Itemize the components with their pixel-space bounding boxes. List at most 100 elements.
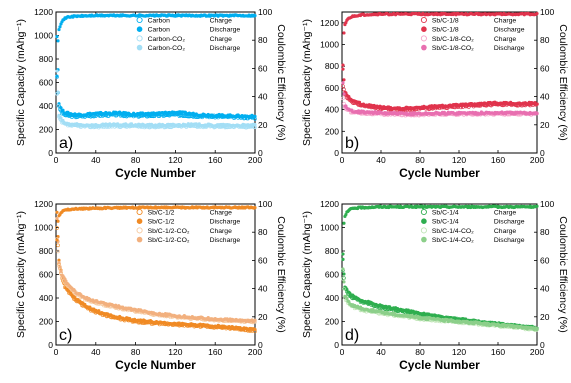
- marker-discharge: [341, 63, 345, 67]
- y-axis-title-right: Coulombic Efficiency (%): [557, 24, 569, 141]
- y-tick-label-right: 40: [258, 284, 268, 294]
- marker-ce: [342, 31, 346, 35]
- y-axis-title-right: Coulombic Efficiency (%): [275, 24, 287, 141]
- chart-panel-c: 0 40 80 120 160 20002004006008001000120002040…: [15, 199, 287, 372]
- marker-ce: [342, 221, 346, 225]
- legend-series-kind: Discharge: [494, 45, 525, 52]
- y-tick-label-right: 80: [540, 227, 550, 237]
- legend-marker: [136, 218, 143, 224]
- x-tick-label: 0: [340, 347, 345, 357]
- legend-series-name: Carbon-CO₂: [148, 36, 186, 43]
- x-axis-title: Cycle Number: [399, 166, 480, 180]
- legend-series-name: Sb/C-1/2-CO₂: [148, 237, 190, 244]
- legend-series-name: Sb/C-1/4-CO₂: [432, 237, 474, 244]
- legend-series-kind: Charge: [494, 17, 517, 24]
- legend-series-name: Sb/C-1/8: [432, 17, 459, 24]
- marker-discharge: [341, 257, 345, 261]
- marker-discharge: [59, 116, 63, 120]
- marker-discharge: [253, 123, 257, 127]
- legend-series-kind: Discharge: [494, 237, 525, 244]
- x-tick-label: 0: [54, 155, 59, 165]
- marker-ce: [341, 67, 345, 71]
- marker-discharge: [341, 81, 345, 85]
- y-axis-title-left: Specific Capacity (mAhg⁻¹): [301, 211, 313, 338]
- y-tick-label-right: 80: [258, 227, 268, 237]
- x-tick-label: 80: [131, 155, 141, 165]
- x-axis-title: Cycle Number: [115, 166, 196, 180]
- y-tick-label-left: 1000: [34, 223, 53, 233]
- y-tick-label-right: 60: [258, 63, 268, 73]
- marker-discharge: [535, 102, 539, 106]
- panel-label: d): [345, 327, 359, 344]
- legend-series-kind: Discharge: [494, 219, 525, 226]
- legend-series-name: Sb/C-1/8-CO₂: [432, 45, 474, 52]
- marker-discharge: [253, 114, 257, 118]
- x-tick-label: 160: [208, 347, 222, 357]
- y-tick-label-right: 40: [540, 92, 550, 102]
- x-axis-title: Cycle Number: [115, 358, 196, 372]
- legend-marker: [136, 44, 143, 51]
- y-tick-label-left: 800: [39, 54, 53, 64]
- legend-series-kind: Charge: [494, 36, 517, 43]
- marker-discharge: [253, 327, 257, 332]
- legend-series-kind: Discharge: [210, 45, 241, 52]
- legend-series-kind: Discharge: [210, 27, 241, 34]
- y-tick-label-left: 200: [325, 126, 339, 136]
- marker-charge: [342, 87, 346, 92]
- y-tick-label-left: 0: [48, 340, 53, 350]
- y-tick-label-left: 0: [334, 148, 339, 158]
- marker-discharge: [57, 258, 61, 262]
- y-tick-label-right: 60: [540, 255, 550, 265]
- x-tick-label: 0: [340, 155, 345, 165]
- plot-frame: [55, 11, 256, 154]
- x-tick-label: 80: [415, 155, 425, 165]
- y-tick-label-right: 20: [540, 312, 550, 322]
- y-tick-label-left: 400: [39, 101, 53, 111]
- y-tick-label-left: 1000: [34, 31, 53, 41]
- y-tick-label-right: 20: [540, 120, 550, 130]
- y-tick-label-right: 100: [540, 199, 554, 209]
- y-tick-label-right: 100: [258, 7, 272, 17]
- marker-charge: [341, 84, 345, 88]
- marker-discharge: [342, 92, 346, 96]
- legend-series-kind: Charge: [210, 36, 233, 43]
- legend-marker: [421, 26, 427, 32]
- y-tick-label-left: 1200: [320, 199, 339, 209]
- y-tick-label-left: 1200: [320, 18, 339, 28]
- marker-ce: [253, 206, 257, 210]
- legend-series-name: Carbon-CO₂: [148, 45, 186, 52]
- legend-marker: [421, 236, 427, 243]
- data-series-group: [55, 13, 257, 130]
- legend-marker: [420, 16, 427, 24]
- x-tick-label: 200: [248, 347, 262, 357]
- y-tick-label-left: 600: [39, 270, 53, 280]
- legend-series-name: Sb/C-1/4-CO₂: [432, 228, 474, 235]
- y-tick-label-left: 1200: [34, 199, 53, 209]
- legend-series-name: Sb/C-1/8: [432, 27, 459, 34]
- marker-charge: [341, 96, 345, 101]
- y-tick-label-left: 400: [39, 293, 53, 303]
- x-tick-label: 120: [452, 155, 466, 165]
- marker-ce: [57, 27, 61, 32]
- x-axis-title: Cycle Number: [399, 358, 480, 372]
- legend-series-name: Carbon: [148, 27, 171, 34]
- y-tick-label-right: 100: [540, 7, 554, 17]
- marker-discharge: [55, 35, 59, 39]
- y-tick-label-left: 600: [39, 78, 53, 88]
- marker-ce: [56, 219, 60, 223]
- marker-discharge: [342, 280, 346, 284]
- y-tick-label-left: 0: [334, 340, 339, 350]
- x-tick-label: 160: [491, 155, 505, 165]
- marker-ce: [58, 25, 62, 29]
- marker-ce: [55, 238, 59, 242]
- y-tick-label-left: 600: [325, 83, 339, 93]
- marker-discharge: [55, 210, 59, 214]
- marker-discharge: [57, 102, 61, 106]
- y-tick-label-right: 60: [540, 63, 550, 73]
- marker-discharge: [58, 265, 62, 269]
- y-tick-label-right: 0: [540, 340, 545, 350]
- marker-discharge: [55, 216, 59, 221]
- marker-charge: [56, 249, 60, 254]
